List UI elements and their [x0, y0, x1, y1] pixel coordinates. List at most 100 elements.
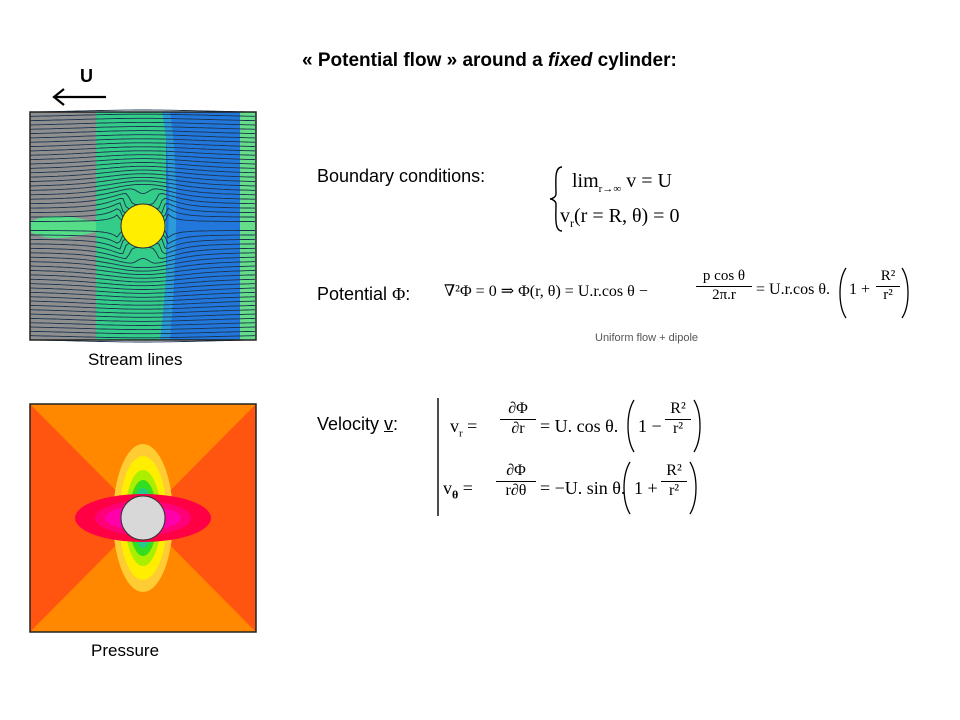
vt-v: v: [443, 478, 452, 498]
velocity-label: Velocity v:: [317, 414, 398, 435]
stream-line-8: [29, 142, 256, 148]
stream-line-1: [29, 113, 255, 117]
stream-line-40: [30, 291, 256, 298]
stream-line-7: [29, 138, 255, 143]
stream-line-14: [30, 165, 256, 174]
potential-symbol: Φ: [392, 284, 406, 304]
velocity-symbol: v: [384, 414, 394, 434]
stream-line-19: [29, 183, 256, 196]
vt-lhs: vθ =: [443, 478, 473, 503]
vr-paren-one: 1 −: [638, 416, 662, 436]
flow-velocity-label: U: [80, 66, 93, 86]
vt-R2: R²: [666, 462, 682, 479]
stream-line-47: [29, 322, 256, 326]
stream-line-46: [29, 317, 256, 322]
bc2-sub: r: [570, 216, 574, 230]
potential-frac-num: p cos θ: [702, 268, 746, 284]
stream-line-42: [30, 300, 256, 306]
pressure-caption: Pressure: [91, 641, 160, 660]
stream-line-10: [29, 150, 255, 156]
bc-equation-2: vr(r = R, θ) = 0: [560, 205, 679, 231]
vr-mid: = U. cos θ.: [540, 416, 619, 436]
potential-label: Potential Φ:: [317, 284, 410, 305]
vt-eq: =: [462, 478, 473, 498]
potential-paren: [839, 267, 909, 319]
vt-sub: θ: [452, 487, 459, 502]
stream-line-9: [30, 146, 256, 152]
velocity-suffix: :: [393, 414, 399, 434]
potential-equation: ∇²Φ = 0 ⇒ Φ(r, θ) = U.r.cos θ −: [444, 281, 648, 301]
vr-v: v: [450, 416, 459, 436]
stream-line-39: [29, 287, 256, 294]
stream-line-33: [29, 261, 256, 272]
vr-paren: [627, 399, 701, 453]
stream-line-2: [29, 117, 255, 122]
vt-r2: r²: [661, 481, 687, 500]
stream-line-6: [30, 134, 256, 139]
stream-lines-caption: Stream lines: [88, 350, 183, 369]
slide-title: « Potential flow » around a fixed cylind…: [302, 50, 677, 72]
vr-r2: r²: [665, 419, 691, 438]
stream-line-38: [29, 283, 255, 290]
stream-line-31: [30, 252, 255, 264]
velocity-prefix: Velocity: [317, 414, 385, 434]
bc-rest: v = U: [626, 170, 672, 192]
stream-line-37: [30, 278, 256, 287]
stream-line-12: [29, 158, 256, 165]
stream-line-5: [29, 130, 256, 135]
stream-line-49: [29, 330, 255, 335]
stream-line-45: [30, 313, 256, 318]
pressure-plot: [29, 403, 257, 633]
stream-lines-plot: [29, 109, 257, 343]
stream-line-32: [29, 256, 256, 269]
vr-sub: r: [459, 427, 463, 440]
stream-line-20: [30, 188, 255, 200]
stream-line-44: [29, 309, 255, 314]
vt-R2-frac: R² r²: [661, 462, 687, 500]
stream-line-11: [30, 154, 256, 161]
potential-prefix: Potential: [317, 284, 393, 304]
potential-frac-den: 2π.r: [696, 286, 752, 304]
stream-line-43: [29, 304, 256, 310]
bc2-rest: (r = R, θ) = 0: [574, 205, 680, 227]
vr-R2: R²: [670, 400, 686, 417]
vt-mid: = −U. sin θ.: [540, 478, 626, 498]
stream-line-36: [30, 274, 256, 283]
potential-fraction: p cos θ 2π.r: [696, 268, 752, 304]
implies: ⇒: [500, 283, 515, 300]
vt-fraction: ∂Φ r∂θ: [496, 462, 536, 500]
vr-eq: =: [467, 416, 478, 436]
bc-equation-1: limr→∞ v = U: [572, 170, 672, 195]
stream-line-17: [29, 176, 255, 187]
laplace: ∇²Φ = 0: [444, 283, 497, 300]
boundary-conditions-label: Boundary conditions:: [317, 166, 486, 186]
left-brace: [549, 166, 563, 232]
stream-line-3: [29, 121, 256, 126]
uniform-flow-note: Uniform flow + dipole: [595, 332, 699, 344]
vr-num: ∂Φ: [508, 400, 528, 417]
stream-line-34: [29, 265, 255, 276]
stream-line-41: [29, 296, 255, 302]
potential-r2: r²: [876, 286, 900, 304]
stream-line-18: [29, 180, 256, 191]
stream-line-35: [30, 270, 256, 279]
title-suffix: cylinder:: [592, 50, 677, 71]
bc2-v: v: [560, 205, 570, 227]
stream-line-4: [29, 126, 256, 130]
vr-den: ∂r: [500, 419, 536, 438]
potential-paren-one: 1 +: [849, 281, 871, 298]
velocity-bar: [437, 398, 439, 516]
vt-paren-one: 1 +: [634, 478, 658, 498]
stream-line-16: [30, 173, 256, 182]
vr-fraction: ∂Φ ∂r: [500, 400, 536, 438]
title-emphasis: fixed: [547, 50, 593, 71]
vt-den: r∂θ: [496, 481, 536, 500]
potential-suffix: :: [405, 284, 411, 304]
potential-mid: = U.r.cos θ.: [756, 281, 831, 298]
stream-line-15: [30, 169, 256, 178]
potential-R2-frac: R² r²: [876, 268, 900, 304]
vr-R2-frac: R² r²: [665, 400, 691, 438]
title-prefix: « Potential flow » around a: [302, 50, 548, 71]
bc-lim: lim: [572, 170, 599, 192]
left-arrow-icon: [52, 88, 106, 106]
